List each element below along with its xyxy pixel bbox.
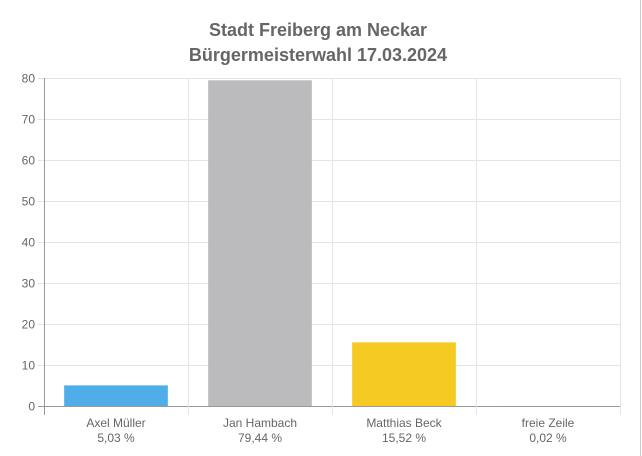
bar <box>64 385 168 406</box>
x-tick-label: Matthias Beck <box>366 416 442 430</box>
x-tick-sublabel: 0,02 % <box>529 431 567 445</box>
chart-title-line-1: Stadt Freiberg am Neckar <box>208 20 428 40</box>
x-tick-sublabel: 79,44 % <box>238 431 282 445</box>
y-tick-label: 70 <box>22 113 36 127</box>
chart-border <box>640 0 641 456</box>
y-tick-label: 10 <box>22 359 36 373</box>
y-tick-label: 50 <box>22 195 36 209</box>
x-tick-sublabel: 15,52 % <box>382 431 426 445</box>
x-tick-label: Axel Müller <box>86 416 145 430</box>
bar <box>208 80 312 407</box>
chart-title-line-2: Bürgermeisterwahl 17.03.2024 <box>188 45 448 65</box>
y-tick-label: 60 <box>22 154 36 168</box>
y-tick-label: 0 <box>28 400 35 414</box>
x-tick-label: Jan Hambach <box>223 416 297 430</box>
bar <box>352 342 456 406</box>
y-tick-label: 80 <box>22 72 36 86</box>
x-tick-sublabel: 5,03 % <box>97 431 135 445</box>
x-tick-label: freie Zeile <box>522 416 575 430</box>
y-tick-label: 20 <box>22 318 36 332</box>
y-tick-label: 40 <box>22 236 36 250</box>
y-tick-label: 30 <box>22 277 36 291</box>
